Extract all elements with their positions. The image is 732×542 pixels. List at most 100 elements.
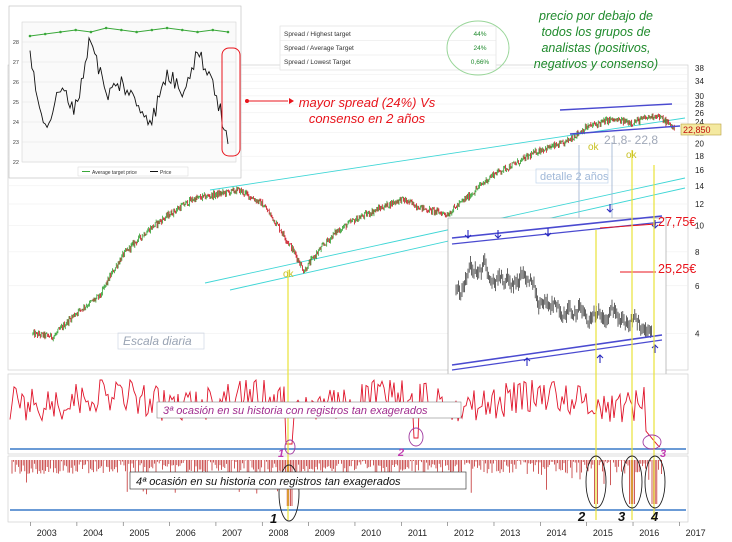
x-axis-label: 2007	[222, 528, 242, 538]
detail-lower-channel	[451, 334, 663, 366]
price-high-label: 27,75€	[658, 215, 696, 229]
mini-target-point	[165, 26, 169, 30]
x-axis-label: 2017	[686, 528, 706, 538]
mini-grid	[22, 41, 236, 163]
mini-y-label: 22	[13, 160, 19, 166]
x-axis-label: 2009	[315, 528, 335, 538]
mini-target-markers	[28, 26, 230, 38]
right-axis-label: 24	[695, 118, 704, 127]
down-arrow	[464, 230, 472, 239]
x-axis-label: 2016	[639, 528, 659, 538]
detail-inset	[447, 204, 667, 379]
price-candles	[32, 113, 675, 342]
green-note-line-1: precio por debajo de	[538, 9, 653, 23]
annotations: precio por debajo de todos los grupos de…	[117, 9, 696, 526]
x-axis-label: 2008	[268, 528, 288, 538]
x-axis-label: 2010	[361, 528, 381, 538]
spread-row-value-3: 0,66%	[471, 59, 490, 66]
price-low-label: 25,25€	[658, 262, 696, 276]
mini-target-point	[226, 30, 230, 34]
right-axis-label: 28	[695, 100, 704, 109]
right-price-axis: 46810121416182022242628303438	[695, 64, 704, 339]
hist-number-2: 2	[577, 509, 586, 524]
green-note-line-3: analistas (positivos,	[541, 41, 650, 55]
right-axis-label: 20	[695, 140, 704, 149]
right-axis-label: 18	[695, 152, 704, 161]
detail-price-series	[455, 253, 652, 338]
down-arrow	[494, 230, 502, 239]
mini-target-point	[74, 28, 77, 32]
last-price-box	[680, 123, 722, 136]
channel-upper-line	[209, 117, 686, 191]
detail-arrows	[464, 204, 659, 366]
x-axis-label: 2006	[176, 528, 196, 538]
ok-label-1: ok	[283, 269, 295, 280]
mini-target-point	[28, 34, 32, 38]
hist-number-4: 4	[650, 509, 659, 524]
mini-target-line	[29, 27, 229, 37]
up-arrow	[651, 344, 659, 353]
mini-target-point	[181, 28, 184, 32]
right-axis-label: 34	[695, 77, 704, 86]
mini-target-point	[196, 30, 199, 34]
right-axis-label: 6	[695, 282, 700, 291]
mini-y-label: 24	[13, 120, 19, 126]
mini-target-point	[43, 32, 47, 36]
mini-target-point	[150, 28, 154, 32]
spread-row-label-2: Spread / Average Target	[284, 45, 354, 52]
hist-number-1: 1	[270, 511, 277, 526]
x-axis-label: 2005	[129, 528, 149, 538]
right-axis-label: 14	[695, 182, 704, 191]
last-price-label: 22,850	[683, 125, 711, 135]
mini-legend-price: Price	[160, 170, 172, 176]
osc-number-2: 2	[397, 447, 404, 459]
spread-table: Spread / Highest target Spread / Average…	[279, 20, 510, 76]
oscillator-note: 3ª ocasión en su historia con registros …	[163, 405, 428, 417]
mini-price-line	[29, 36, 229, 145]
mini-y-label: 26	[13, 80, 19, 86]
mini-target-point	[104, 26, 108, 30]
histogram-note: 4ª ocasión en su historia con registros …	[136, 476, 401, 488]
range-text: 21,8- 22,8	[604, 133, 658, 147]
mini-target-point	[211, 28, 215, 32]
down-arrow	[651, 220, 659, 229]
mini-target-point	[120, 28, 123, 32]
up-arrow	[523, 357, 531, 366]
mini-y-label: 23	[13, 140, 19, 146]
ok-label-3: ok	[626, 150, 638, 161]
mini-y-axis: 22 23 24 25 26 27 28	[13, 40, 19, 166]
mini-y-label: 27	[13, 60, 19, 66]
x-axis-label: 2013	[500, 528, 520, 538]
resistance-line	[599, 223, 657, 229]
x-axis-label: 2014	[547, 528, 567, 538]
right-axis-label: 12	[695, 200, 704, 209]
highlight-ellipses	[278, 427, 666, 522]
detail-upper-channel	[451, 215, 663, 239]
spread-row-label-1: Spread / Highest target	[284, 31, 351, 38]
mini-target-point	[135, 30, 138, 34]
right-axis-label: 26	[695, 109, 704, 118]
osc-number-3: 3	[660, 448, 666, 460]
top-channel-upper	[559, 103, 673, 111]
green-note-line-2: todos los grupos de	[541, 25, 650, 39]
detail-lower-channel-2	[451, 339, 663, 371]
red-note-line-2: consenso en 2 años	[309, 111, 426, 126]
right-axis-label: 8	[695, 248, 700, 257]
channel-mid-line	[204, 177, 686, 284]
x-axis-label: 2015	[593, 528, 613, 538]
right-axis-label: 38	[695, 64, 704, 73]
x-axis-label: 2003	[37, 528, 57, 538]
x-axis-label: 2004	[83, 528, 103, 538]
right-axis-label: 10	[695, 222, 704, 231]
mini-target-point	[59, 30, 62, 34]
red-note-line-1: mayor spread (24%) Vs	[299, 95, 436, 110]
right-axis-label: 30	[695, 92, 704, 101]
x-axis-label: 2012	[454, 528, 474, 538]
mini-target-point	[89, 30, 93, 34]
osc-number-1: 1	[278, 448, 284, 460]
ok-label-2: ok	[588, 142, 600, 153]
down-arrow	[544, 228, 552, 237]
scale-label: Escala diaria	[123, 334, 192, 348]
up-arrow	[596, 354, 604, 363]
